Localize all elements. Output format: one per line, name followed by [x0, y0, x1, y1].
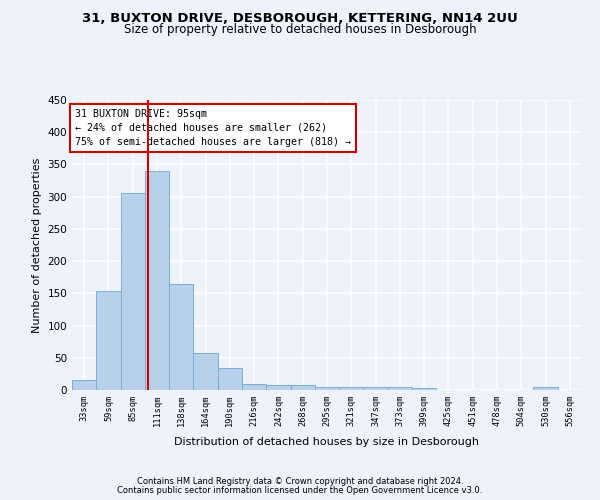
Bar: [169, 284, 193, 390]
Bar: [145, 171, 169, 390]
Bar: [242, 384, 266, 390]
Bar: [315, 387, 339, 390]
X-axis label: Distribution of detached houses by size in Desborough: Distribution of detached houses by size …: [175, 438, 479, 448]
Text: Contains public sector information licensed under the Open Government Licence v3: Contains public sector information licen…: [118, 486, 482, 495]
Bar: [121, 194, 145, 390]
Bar: [364, 388, 388, 390]
Bar: [339, 388, 364, 390]
Text: 31 BUXTON DRIVE: 95sqm
← 24% of detached houses are smaller (262)
75% of semi-de: 31 BUXTON DRIVE: 95sqm ← 24% of detached…: [74, 108, 350, 146]
Bar: [533, 387, 558, 390]
Bar: [193, 354, 218, 390]
Bar: [218, 368, 242, 390]
Bar: [388, 388, 412, 390]
Text: Contains HM Land Registry data © Crown copyright and database right 2024.: Contains HM Land Registry data © Crown c…: [137, 477, 463, 486]
Text: 31, BUXTON DRIVE, DESBOROUGH, KETTERING, NN14 2UU: 31, BUXTON DRIVE, DESBOROUGH, KETTERING,…: [82, 12, 518, 26]
Y-axis label: Number of detached properties: Number of detached properties: [32, 158, 42, 332]
Bar: [266, 385, 290, 390]
Text: Size of property relative to detached houses in Desborough: Size of property relative to detached ho…: [124, 24, 476, 36]
Bar: [96, 292, 121, 390]
Bar: [412, 388, 436, 390]
Bar: [290, 386, 315, 390]
Bar: [72, 380, 96, 390]
